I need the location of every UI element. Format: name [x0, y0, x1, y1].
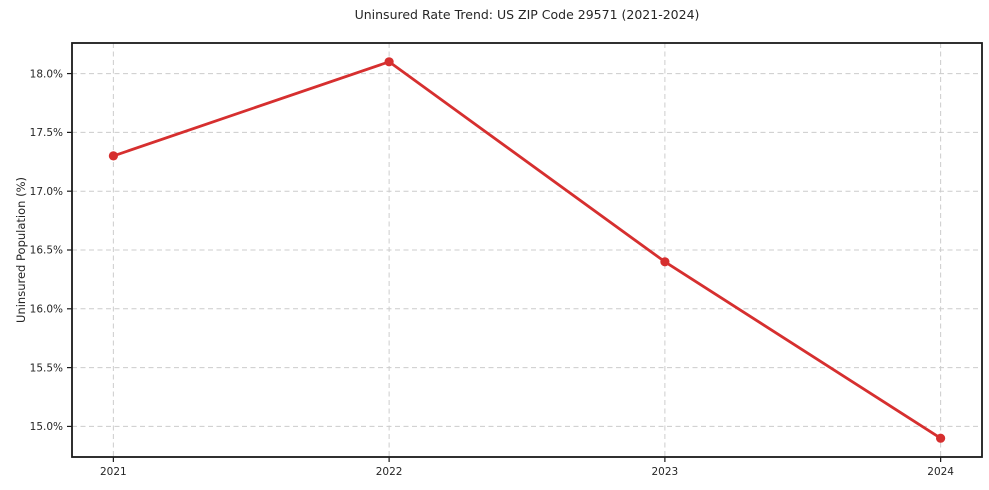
y-tick-label: 15.5%	[30, 362, 63, 374]
y-tick-label: 16.0%	[30, 304, 63, 316]
data-point-2021	[108, 151, 118, 161]
data-point-2023	[660, 257, 670, 267]
y-tick-label: 18.0%	[30, 68, 63, 80]
y-tick-label: 17.0%	[30, 186, 63, 198]
trend-line	[112, 60, 942, 440]
y-tick-label: 15.0%	[30, 421, 63, 433]
data-point-2024	[936, 433, 946, 443]
y-tick-label: 16.5%	[30, 245, 63, 257]
data-point-2022	[384, 57, 394, 67]
x-tick-label: 2023	[652, 466, 679, 478]
x-tick-label: 2021	[100, 466, 127, 478]
chart-title: Uninsured Rate Trend: US ZIP Code 29571 …	[354, 7, 700, 22]
y-axis-label: Uninsured Population (%)	[14, 177, 28, 323]
plot-border	[71, 42, 983, 458]
x-tick-label: 2024	[927, 466, 954, 478]
y-tick-label: 17.5%	[30, 127, 63, 139]
x-tick-label: 2022	[376, 466, 403, 478]
